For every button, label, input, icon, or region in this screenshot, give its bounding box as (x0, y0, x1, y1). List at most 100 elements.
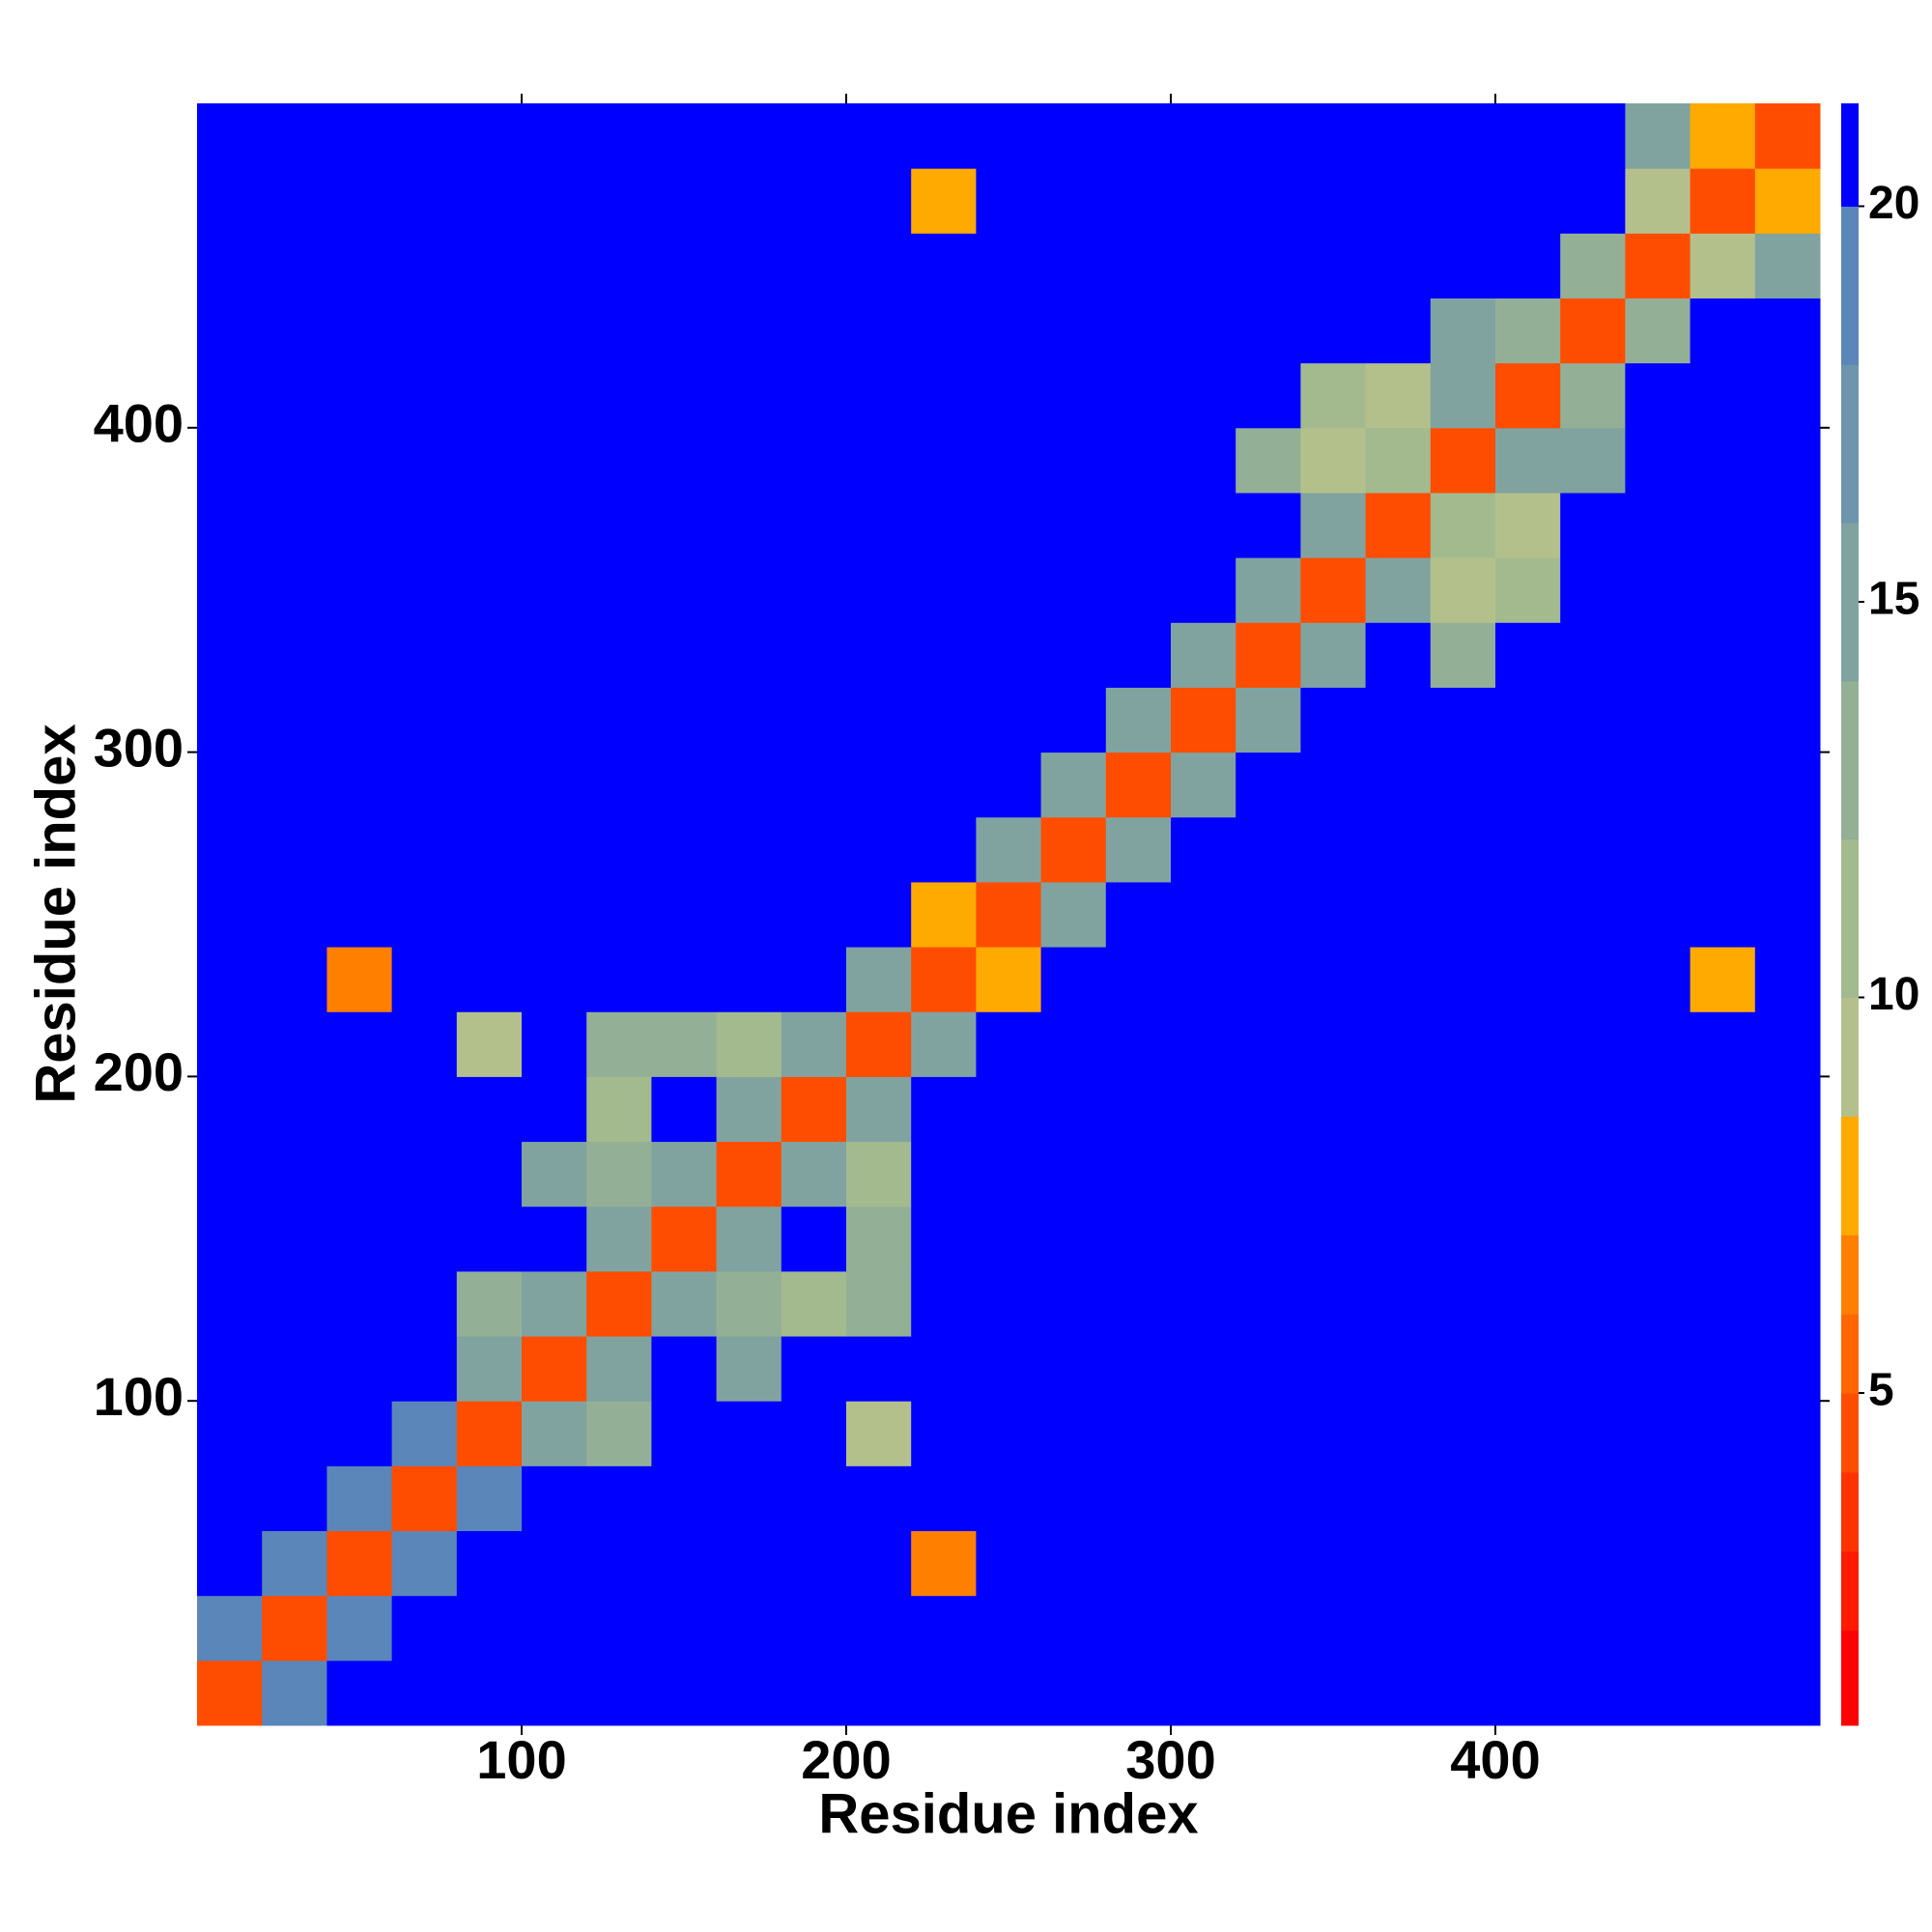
heatmap-cell (1495, 492, 1561, 558)
heatmap-cell (911, 622, 977, 688)
heatmap-cell (1300, 1141, 1367, 1208)
heatmap-cell (1690, 103, 1756, 169)
heatmap-cell (1430, 1401, 1496, 1466)
heatmap-cell (391, 427, 458, 494)
heatmap-cell (1365, 1465, 1432, 1532)
heatmap-cell (1040, 168, 1107, 234)
colorbar-tick-label: 5 (1868, 1365, 1894, 1416)
heatmap-cell (262, 1336, 327, 1402)
heatmap-cell (1105, 622, 1172, 688)
heatmap-cell (1625, 1270, 1691, 1337)
heatmap-cell (911, 816, 977, 883)
heatmap-cell (846, 1076, 912, 1143)
heatmap-cell (1754, 492, 1821, 558)
colorbar-segment (1841, 838, 1859, 998)
heatmap-cell (1495, 298, 1561, 364)
heatmap-cell (262, 298, 327, 364)
heatmap-cell (846, 1270, 912, 1337)
heatmap-cell (651, 1011, 718, 1077)
heatmap-cell (1625, 427, 1691, 494)
heatmap-cell (522, 1465, 587, 1532)
heatmap-cell (1625, 492, 1691, 558)
heatmap-cell (456, 1530, 523, 1597)
heatmap-cell (716, 362, 782, 429)
heatmap-cell (391, 1141, 458, 1208)
heatmap-cell (911, 298, 977, 364)
heatmap-cell (1105, 362, 1172, 429)
heatmap-cell (1690, 1660, 1756, 1726)
heatmap-cell (651, 881, 718, 948)
heatmap-cell (781, 1336, 847, 1402)
heatmap-cell (1236, 687, 1301, 753)
heatmap-cell (716, 752, 782, 818)
heatmap-cell (327, 1401, 393, 1466)
heatmap-cell (716, 881, 782, 948)
heatmap-cell (1236, 1206, 1301, 1272)
heatmap-cell (1430, 1530, 1496, 1597)
heatmap-cell (976, 1011, 1042, 1077)
heatmap-cell (456, 1595, 523, 1662)
heatmap-cell (1754, 816, 1821, 883)
colorbar-segment (1841, 523, 1859, 682)
heatmap-cell (1040, 1465, 1107, 1532)
heatmap-cell (391, 752, 458, 818)
heatmap-cell (1105, 1076, 1172, 1143)
heatmap-cell (522, 1595, 587, 1662)
heatmap-cell (391, 362, 458, 429)
heatmap-cell (327, 298, 393, 364)
heatmap-cell (197, 1076, 263, 1143)
heatmap-cell (1495, 168, 1561, 234)
heatmap-cell (1430, 1011, 1496, 1077)
heatmap-cell (976, 168, 1042, 234)
heatmap-cell (586, 298, 652, 364)
heatmap-cell (1040, 1595, 1107, 1662)
heatmap-cell (1560, 947, 1626, 1012)
heatmap-cell (1625, 1141, 1691, 1208)
heatmap-cell (391, 557, 458, 623)
heatmap-cell (1236, 1076, 1301, 1143)
heatmap-cell (1754, 1336, 1821, 1402)
heatmap-cell (1690, 1141, 1756, 1208)
heatmap-cell (456, 103, 523, 169)
heatmap-cell (1300, 1011, 1367, 1077)
heatmap-cell (781, 1401, 847, 1466)
heatmap-cell (262, 557, 327, 623)
colorbar-tick-label: 10 (1868, 969, 1919, 1020)
heatmap-cell (1430, 1270, 1496, 1337)
heatmap-cell (262, 1141, 327, 1208)
heatmap-cell (522, 103, 587, 169)
heatmap-cell (976, 1595, 1042, 1662)
heatmap-cell (911, 362, 977, 429)
heatmap-cell (846, 168, 912, 234)
heatmap-cell (1560, 1401, 1626, 1466)
heatmap-cell (716, 1076, 782, 1143)
heatmap-cell (911, 168, 977, 234)
heatmap-cell (976, 1530, 1042, 1597)
heatmap-cell (1171, 947, 1236, 1012)
heatmap-cell (976, 1206, 1042, 1272)
heatmap-cell (456, 168, 523, 234)
heatmap-cell (1690, 816, 1756, 883)
heatmap-cell (976, 298, 1042, 364)
heatmap-cell (1365, 492, 1432, 558)
colorbar-segment (1841, 364, 1859, 524)
heatmap-cell (586, 492, 652, 558)
heatmap-cell (846, 1465, 912, 1532)
heatmap-cell (1171, 1206, 1236, 1272)
heatmap-cell (1690, 492, 1756, 558)
heatmap-cell (911, 687, 977, 753)
heatmap-cell (1236, 492, 1301, 558)
heatmap-cell (1560, 492, 1626, 558)
x-tick-label: 400 (1450, 1729, 1540, 1790)
heatmap-cell (456, 816, 523, 883)
heatmap-cell (716, 427, 782, 494)
heatmap-cell (1105, 298, 1172, 364)
colorbar-segment (1841, 206, 1859, 365)
heatmap-cell (651, 557, 718, 623)
heatmap-cell (586, 1401, 652, 1466)
heatmap-cell (1690, 622, 1756, 688)
heatmap-cell (327, 1011, 393, 1077)
heatmap-cell (1171, 881, 1236, 948)
heatmap-cell (1754, 1660, 1821, 1726)
heatmap-cell (1171, 1660, 1236, 1726)
